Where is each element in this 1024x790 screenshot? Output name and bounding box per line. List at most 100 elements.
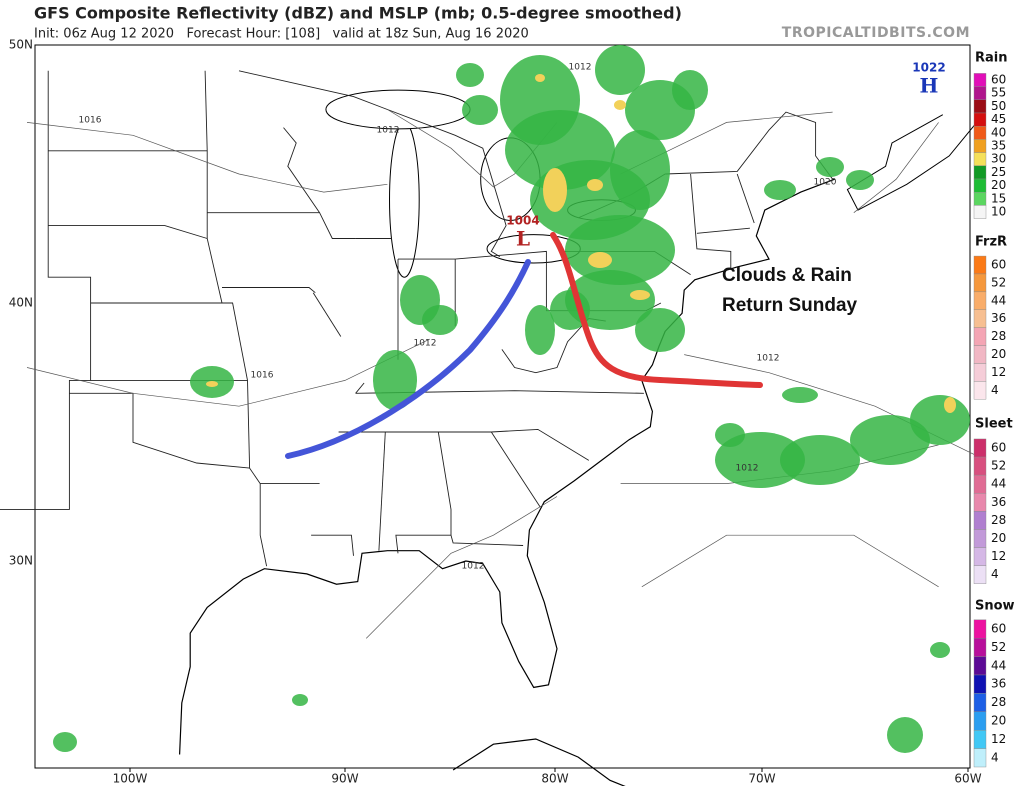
title: GFS Composite Reflectivity (dBZ) and MSL… bbox=[34, 4, 682, 23]
lat-label: 30N bbox=[9, 554, 33, 568]
state-border bbox=[450, 535, 524, 546]
radar-core bbox=[587, 179, 603, 191]
state-border bbox=[490, 431, 541, 508]
radar-core bbox=[535, 74, 545, 82]
legend: Rain6055504540353025201510FrzR6052443628… bbox=[973, 51, 1015, 768]
radar-echo bbox=[565, 215, 675, 285]
legend-label: 28 bbox=[991, 513, 1006, 527]
isobar-label: 1012 bbox=[736, 464, 759, 474]
state-border bbox=[283, 127, 356, 239]
radar-core bbox=[630, 290, 650, 300]
coastline bbox=[452, 738, 636, 790]
legend-label: 4 bbox=[991, 750, 999, 764]
legend-label: 60 bbox=[991, 441, 1006, 455]
legend-label: 15 bbox=[991, 191, 1006, 205]
blue-front bbox=[285, 259, 531, 459]
coastline bbox=[179, 178, 835, 755]
legend-swatch bbox=[973, 656, 987, 676]
radar-echo bbox=[780, 435, 860, 485]
state-border bbox=[696, 227, 750, 234]
radar-echo bbox=[846, 170, 874, 190]
legend-label: 60 bbox=[991, 622, 1006, 636]
radar-echo bbox=[53, 732, 77, 752]
pressure-symbol: L bbox=[516, 227, 530, 251]
legend-swatch bbox=[973, 456, 987, 476]
legend-swatch bbox=[973, 327, 987, 346]
radar-echo bbox=[782, 387, 818, 403]
radar-echo bbox=[816, 157, 844, 177]
legend-title: Snow bbox=[975, 599, 1015, 614]
legend-swatch bbox=[973, 165, 987, 180]
radar-core bbox=[206, 381, 218, 387]
legend-label: 60 bbox=[991, 258, 1006, 272]
lon-label: 60W bbox=[954, 772, 981, 786]
legend-label: 20 bbox=[991, 531, 1006, 545]
legend-label: 55 bbox=[991, 86, 1006, 100]
isobar bbox=[365, 496, 558, 639]
legend-swatch bbox=[973, 565, 987, 584]
legend-label: 36 bbox=[991, 495, 1006, 509]
legend-label: 36 bbox=[991, 677, 1006, 691]
source: TROPICALTIDBITS.COM bbox=[782, 25, 970, 41]
pressure-symbol: H bbox=[920, 74, 939, 98]
legend-swatch bbox=[973, 474, 987, 494]
legend-label: 60 bbox=[991, 73, 1006, 87]
radar-echo bbox=[595, 45, 645, 95]
lon-label: 80W bbox=[541, 772, 568, 786]
isobar-label: 1012 bbox=[414, 339, 437, 349]
legend-label: 12 bbox=[991, 549, 1006, 563]
lon-label: 90W bbox=[331, 772, 358, 786]
state-border bbox=[48, 225, 208, 239]
radar-echo bbox=[715, 423, 745, 447]
radar-echo bbox=[456, 63, 484, 87]
radar-echo bbox=[610, 130, 670, 210]
legend-swatch bbox=[973, 125, 987, 140]
state-border bbox=[690, 173, 732, 270]
radar-echo bbox=[887, 717, 923, 753]
legend-label: 28 bbox=[991, 329, 1006, 343]
lon-label: 70W bbox=[748, 772, 775, 786]
isobar bbox=[853, 122, 939, 213]
legend-label: 44 bbox=[991, 293, 1006, 307]
subtitle: Init: 06z Aug 12 2020 Forecast Hour: [10… bbox=[34, 27, 529, 42]
legend-label: 52 bbox=[991, 640, 1006, 654]
radar-echo bbox=[422, 305, 458, 335]
legend-swatch bbox=[973, 529, 987, 548]
state-border bbox=[312, 292, 342, 337]
legend-label: 40 bbox=[991, 125, 1006, 139]
radar-echo bbox=[525, 305, 555, 355]
legend-label: 36 bbox=[991, 311, 1006, 325]
legend-swatch bbox=[973, 511, 987, 530]
legend-label: 45 bbox=[991, 112, 1006, 126]
legend-swatch bbox=[973, 152, 987, 167]
legend-label: 12 bbox=[991, 365, 1006, 379]
legend-swatch bbox=[973, 748, 987, 768]
legend-swatch bbox=[973, 363, 987, 382]
lake bbox=[389, 121, 420, 278]
isobar bbox=[26, 338, 430, 407]
isobar-label: 1012 bbox=[569, 63, 592, 73]
legend-swatch bbox=[973, 730, 987, 749]
pressure-value: 1022 bbox=[912, 61, 945, 75]
legend-swatch bbox=[973, 438, 987, 458]
legend-label: 44 bbox=[991, 477, 1006, 491]
radar-echo bbox=[635, 308, 685, 352]
legend-label: 25 bbox=[991, 165, 1006, 179]
isobar bbox=[26, 122, 388, 193]
legend-label: 50 bbox=[991, 99, 1006, 113]
isobar-label: 1016 bbox=[79, 116, 102, 126]
radar-echo bbox=[292, 694, 308, 706]
isobar-label: 1016 bbox=[251, 371, 274, 381]
radar-echo bbox=[373, 350, 417, 410]
legend-label: 20 bbox=[991, 178, 1006, 192]
legend-label: 20 bbox=[991, 714, 1006, 728]
state-border bbox=[736, 173, 755, 224]
legend-label: 10 bbox=[991, 205, 1006, 219]
pressure-value: 1004 bbox=[506, 214, 539, 228]
isobar-label: 1012 bbox=[757, 354, 780, 364]
legend-label: 4 bbox=[991, 567, 999, 581]
legend-swatch bbox=[973, 112, 987, 127]
radar-core bbox=[588, 252, 612, 268]
